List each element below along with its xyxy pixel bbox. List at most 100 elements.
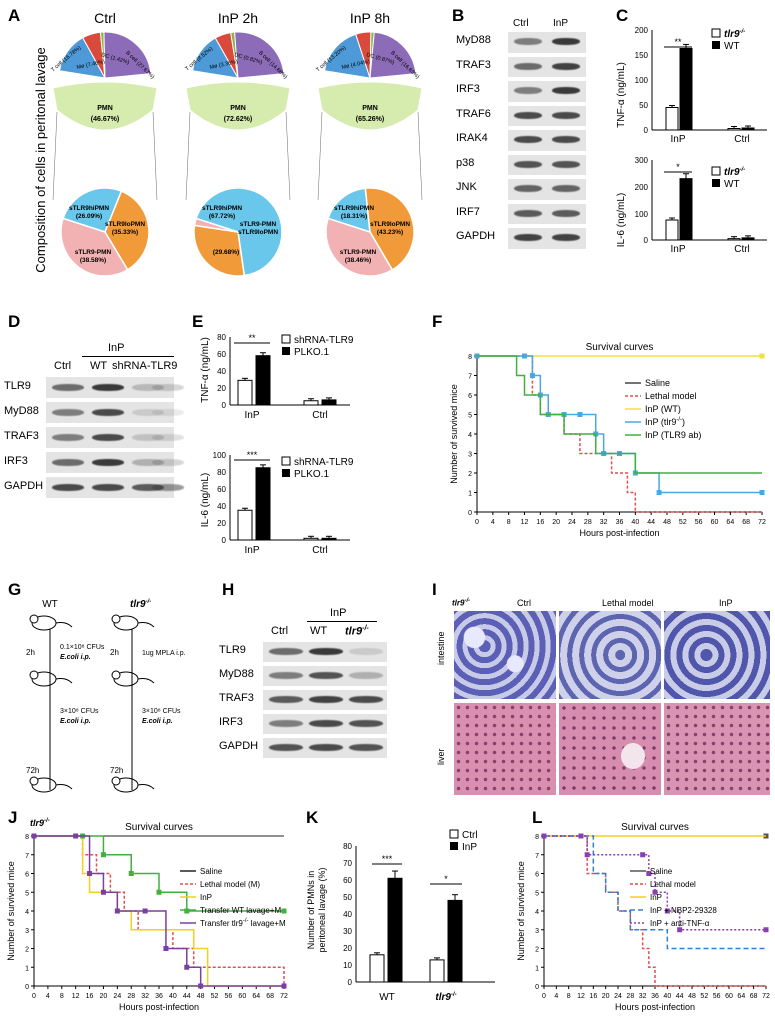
blot-band xyxy=(349,720,383,727)
pie-bottom-slice xyxy=(193,217,239,233)
legend-label: Lethal model xyxy=(645,391,697,401)
c-top-legend-wt: WT xyxy=(724,41,740,52)
panel-label-k: K xyxy=(306,808,319,827)
g-wt-label: WT xyxy=(42,599,58,610)
x-tick-label: 4 xyxy=(491,519,495,526)
k-ytick: 10 xyxy=(343,961,352,970)
pie-pmn-label: PMN xyxy=(97,105,113,112)
survival-marker xyxy=(646,871,652,876)
panel-b-blot: Ctrl InP MyD88 TRAF3 IRF3 TRAF6 IRAK4 p38 JNK I… xyxy=(452,0,612,260)
c-top-cat: Ctrl xyxy=(734,134,750,145)
y-tick-label: 8 xyxy=(468,354,472,361)
panel-d-blot: InP Ctrl WT shRNA-TLR9 TLR9 MyD88 TRAF3 IRF… xyxy=(0,330,184,540)
survival-marker xyxy=(142,908,148,914)
survival-marker xyxy=(87,871,93,876)
y-tick-label: 6 xyxy=(535,872,539,879)
x-tick-label: 16 xyxy=(86,993,94,1000)
k-ytick: 20 xyxy=(343,944,352,953)
blot-band xyxy=(152,408,184,416)
c-bottom-ytick: 0 xyxy=(644,236,649,245)
x-tick-label: 56 xyxy=(713,993,721,1000)
survival-marker xyxy=(198,983,204,989)
x-tick-label: 28 xyxy=(127,993,135,1000)
c-bottom-sig: * xyxy=(676,162,680,172)
x-tick-label: 44 xyxy=(647,519,655,526)
bar xyxy=(237,379,253,406)
y-tick-label: 5 xyxy=(25,890,29,897)
blot-d-col: Ctrl xyxy=(54,360,72,372)
blot-row-label: IRF3 xyxy=(219,716,243,728)
x-tick-label: 56 xyxy=(225,993,233,1000)
pie-bottom-slice xyxy=(193,224,246,277)
survival-line xyxy=(477,355,762,474)
mouse-tail-icon xyxy=(137,678,155,684)
e-bottom-ytick: 60 xyxy=(217,485,226,494)
x-tick-label: 0 xyxy=(542,993,546,1000)
g-wt-step: 3×10⁸ CFUs xyxy=(60,708,99,715)
bar xyxy=(447,899,463,983)
pie-bottom-label: sTLR9-PMN xyxy=(340,249,377,256)
e-bottom-legend-swatch-1 xyxy=(281,456,291,466)
k-legend-ctrl: Ctrl xyxy=(462,830,478,841)
y-tick-label: 6 xyxy=(468,393,472,400)
pie-bottom-label: (35.33%) xyxy=(112,229,138,236)
i-row-intestine: intestine xyxy=(436,631,446,665)
x-tick-label: 72 xyxy=(758,519,766,526)
legend-text: InP + anti-TNF-α xyxy=(650,919,710,928)
blot-row-label: IRAK4 xyxy=(456,132,488,145)
blot-b-col-ctrl: Ctrl xyxy=(513,18,529,29)
e-bottom-legend-2: PLKO.1 xyxy=(294,469,329,480)
e-top-sig: ** xyxy=(248,333,256,343)
survival-marker xyxy=(578,833,584,839)
mouse-tail-icon xyxy=(137,784,155,790)
legend-sup: -/- xyxy=(243,918,249,924)
x-tick-label: 52 xyxy=(700,993,708,1000)
e-top-legend-1: shRNA-TLR9 xyxy=(294,335,354,346)
x-tick-label: 52 xyxy=(679,519,687,526)
blot-row-label: MyD88 xyxy=(456,34,491,47)
e-top-cat: InP xyxy=(244,410,259,421)
k-ytick: 40 xyxy=(343,910,352,919)
bar xyxy=(741,237,755,241)
bar xyxy=(727,238,741,241)
survival-title: Survival curves xyxy=(125,822,193,833)
x-tick-label: 8 xyxy=(567,993,571,1000)
blot-strip xyxy=(508,105,586,126)
x-tick-label: 64 xyxy=(252,993,260,1000)
k-ytick: 50 xyxy=(343,893,352,902)
c-top-legend-ko: tlr9-/- xyxy=(724,29,745,40)
blot-band xyxy=(269,720,303,727)
blot-d-group: InP xyxy=(108,342,125,354)
blot-band xyxy=(92,408,124,416)
survival-line xyxy=(477,355,762,494)
panel-label-l: L xyxy=(532,808,543,827)
c-top-ytick: 200 xyxy=(635,26,649,35)
k-ylabel: Number of PMNs in xyxy=(306,871,316,950)
micro-intestine-lethal xyxy=(559,611,661,699)
blot-band xyxy=(514,38,542,46)
c-top-sig: ** xyxy=(674,37,682,47)
blot-band xyxy=(309,744,343,751)
k-legend-swatch-inp xyxy=(450,842,458,850)
x-tick-label: 36 xyxy=(616,519,624,526)
blot-h-group-line xyxy=(307,621,377,622)
y-tick-label: 8 xyxy=(535,834,539,841)
pie-bottom-label: (38.58%) xyxy=(80,257,106,264)
mouse-tail-icon xyxy=(137,622,155,628)
x-tick-label: 28 xyxy=(626,993,634,1000)
pie-bottom-label: sTLR9hiPMN xyxy=(69,205,109,212)
survival-marker xyxy=(128,871,134,876)
x-tick-label: 68 xyxy=(266,993,274,1000)
e-top-yticks: 0 20 40 60 80 xyxy=(217,333,226,410)
x-tick-label: 0 xyxy=(475,519,479,526)
bar xyxy=(665,107,679,131)
blot-band xyxy=(552,160,580,168)
y-tick-label: 6 xyxy=(25,872,29,879)
panel-label-f: F xyxy=(432,312,443,331)
legend-text: Saline xyxy=(650,867,673,876)
pie-connector xyxy=(317,111,323,201)
survival-marker xyxy=(584,852,590,858)
j-corner-text: tlr9 xyxy=(30,818,44,828)
blot-row-label: TRAF3 xyxy=(219,692,254,704)
